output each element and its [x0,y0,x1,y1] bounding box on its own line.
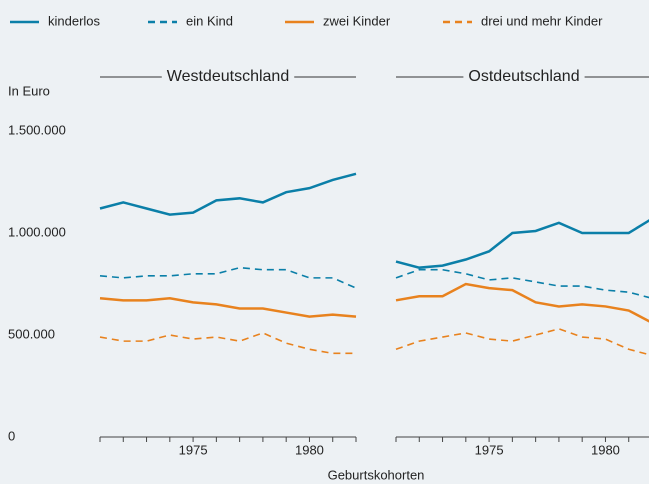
panel-title: Westdeutschland [167,68,289,85]
x-tick-label: 1975 [475,442,504,457]
legend-label: drei und mehr Kinder [481,13,603,28]
y-tick-label: 0 [8,428,15,443]
series-line [395,282,649,323]
series-line [395,219,649,269]
y-tick-label: 1.500.000 [8,122,66,137]
x-tick-label: 1980 [591,442,620,457]
legend-label: zwei Kinder [323,13,391,28]
x-tick-label: 1980 [295,442,324,457]
series-line [99,266,357,289]
y-tick-label: 500.000 [8,326,55,341]
series-line [99,172,357,216]
series-line [99,332,356,355]
legend-label: ein Kind [186,13,233,28]
series-line [99,297,357,318]
series-line [395,268,649,299]
x-axis-label: Geburtskohorten [328,467,425,482]
panel-title: Ostdeutschland [468,68,579,85]
y-tick-label: 1.000.000 [8,224,66,239]
series-line [395,328,649,356]
y-axis-label: In Euro [8,83,50,98]
x-tick-label: 1975 [179,442,208,457]
legend-label: kinderlos [48,13,101,28]
